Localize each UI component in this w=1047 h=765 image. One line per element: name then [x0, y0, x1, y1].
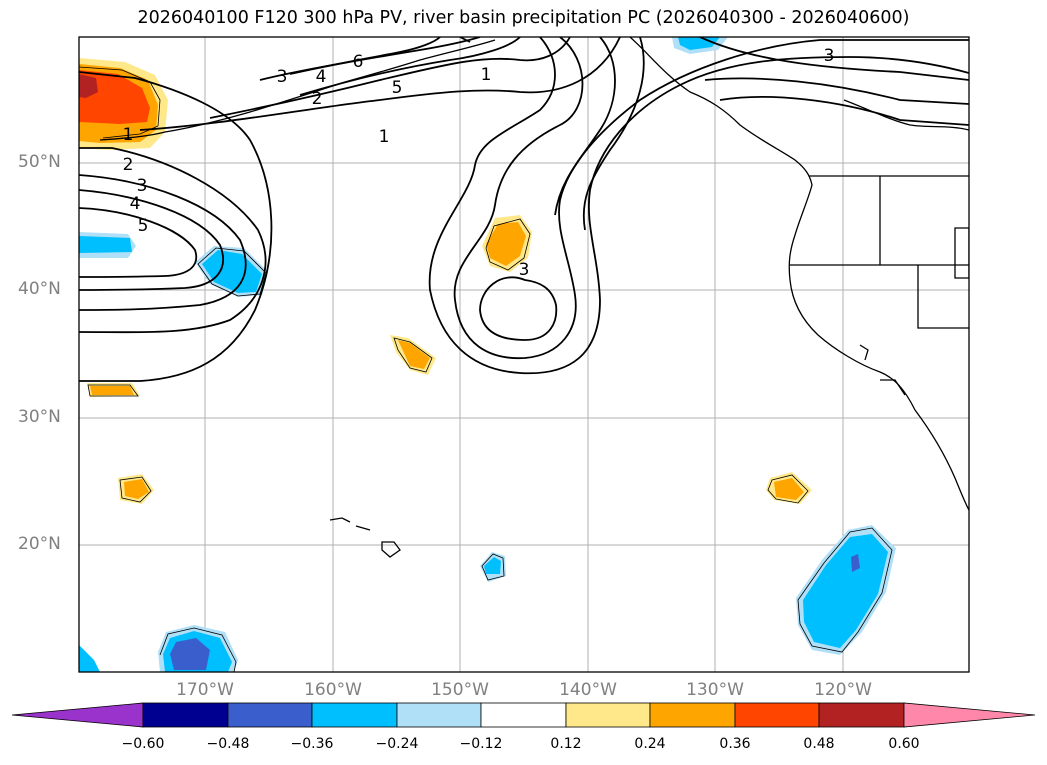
colorbar-tick-label: 0.24 [634, 736, 666, 752]
precip-negative-area [803, 534, 888, 648]
lat-label: 40°N [18, 279, 61, 299]
contour-label: 3 [277, 67, 288, 87]
lon-label: 130°W [686, 680, 744, 700]
precip-positive-area [398, 340, 430, 369]
lat-label: 50°N [18, 152, 61, 172]
precip-negative-area [851, 554, 860, 572]
contour-label: 1 [123, 125, 134, 145]
colorbar-swatch [480, 702, 567, 728]
contour-labels: 1 2 3 4 5 3 4 5 6 2 1 1 3 3 [123, 46, 835, 280]
contour-label: 4 [316, 67, 327, 87]
colorbar-swatch [649, 702, 736, 728]
colorbar-swatch [142, 702, 229, 728]
contour-label: 3 [519, 260, 530, 280]
colorbar-swatch [734, 702, 820, 728]
colorbar-swatch [227, 702, 313, 728]
colorbar-tick-label: −0.36 [290, 736, 334, 752]
colorbar-tick-label: −0.60 [121, 736, 165, 752]
precip-positive-area [124, 479, 149, 499]
colorbar-tick-label: −0.12 [459, 736, 503, 752]
colorbar-tick-label: 0.60 [888, 736, 920, 752]
contour-label: 1 [481, 65, 492, 85]
precip-positive-area [79, 74, 98, 98]
lon-label: 150°W [431, 680, 489, 700]
contour-label: 1 [379, 127, 390, 147]
colorbar-swatch [818, 702, 905, 728]
lon-label: 120°W [814, 680, 872, 700]
precip-negative-area [79, 236, 132, 253]
coastlines [99, 37, 969, 558]
precip-negative-area [170, 638, 210, 670]
map-title: 2026040100 F120 300 hPa PV, river basin … [137, 8, 910, 28]
colorbar-tick-label: 0.12 [550, 736, 582, 752]
colorbar [11, 702, 1036, 728]
colorbar-swatch [396, 702, 482, 728]
colorbar-swatch [11, 702, 144, 728]
colorbar-swatch [903, 702, 1036, 728]
contour-label: 5 [138, 216, 149, 236]
contour-label: 3 [824, 46, 835, 66]
precip-negative-area [484, 557, 501, 574]
contour-label: 6 [353, 52, 364, 72]
map-frame [78, 36, 970, 673]
colorbar-tick-label: 0.36 [719, 736, 751, 752]
contour-label: 3 [137, 176, 148, 196]
precip-positive-area [774, 478, 804, 500]
colorbar-tick-label: −0.24 [375, 736, 419, 752]
colorbar-tick-label: 0.48 [803, 736, 835, 752]
lon-label: 170°W [176, 680, 234, 700]
lon-label: 140°W [559, 680, 617, 700]
gridlines [79, 37, 969, 672]
lat-label: 20°N [18, 534, 61, 554]
lon-label: 160°W [304, 680, 362, 700]
colorbar-swatch [565, 702, 651, 728]
precip-outlines [79, 66, 893, 672]
pv-contours [79, 37, 969, 382]
precip-shading [79, 37, 896, 672]
contour-label: 2 [123, 155, 134, 175]
contour-label: 4 [130, 194, 141, 214]
precip-negative-area [79, 645, 100, 672]
contour-label: 5 [392, 78, 403, 98]
contour-label: 2 [312, 89, 323, 109]
colorbar-tick-label: −0.48 [206, 736, 250, 752]
precip-negative-area [202, 250, 262, 293]
precip-positive-area [90, 386, 134, 395]
colorbar-swatch [311, 702, 398, 728]
lat-label: 30°N [18, 407, 61, 427]
precip-positive-area [486, 222, 526, 266]
